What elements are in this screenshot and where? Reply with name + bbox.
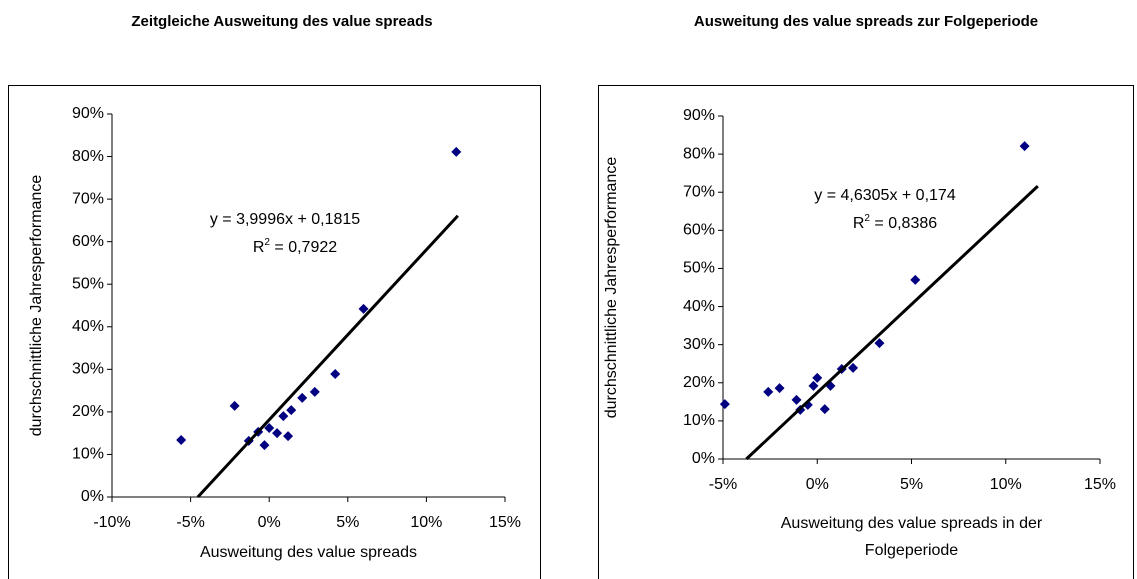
y-axis-label: durchschnittliche Jahresperformance [28,175,45,437]
y-tick-label: 0% [81,488,104,505]
chart-frame [598,85,1134,579]
marker [309,386,320,397]
y-tick-label: 40% [683,298,715,315]
y-tick-label: 70% [72,190,104,207]
y-tick-label: 50% [72,275,104,292]
marker [819,404,830,415]
y-tick-label: 40% [72,318,104,335]
x-tick-label: 15% [489,514,521,531]
marker [358,303,369,314]
marker [910,274,921,285]
marker [259,440,270,451]
x-tick-label: -5% [176,514,204,531]
x-tick-label: 5% [336,514,359,531]
marker [763,386,774,397]
marker [812,372,823,383]
marker [774,383,785,394]
y-tick-label: 90% [683,107,715,124]
marker [874,338,885,349]
marker [1019,141,1030,152]
x-tick-label: 10% [410,514,442,531]
marker [229,400,240,411]
y-tick-label: 60% [72,233,104,250]
trendline [745,185,1039,461]
x-tick-label: 0% [258,514,281,531]
marker [848,362,859,373]
x-axis-label: Ausweitung des value spreads [200,544,417,561]
y-tick-label: 10% [683,412,715,429]
x-axis-label: Ausweitung des value spreads in der [781,515,1043,532]
marker [808,380,819,391]
y-tick-label: 0% [692,450,715,467]
r-squared-symbol: R [853,215,865,232]
r-squared-value: = 0,8386 [870,215,937,232]
trendline-equation: y = 4,6305x + 0,174 [814,187,956,204]
marker [264,423,275,434]
x-tick-label: -10% [93,514,130,531]
y-tick-label: 30% [683,336,715,353]
x-tick-label: 0% [806,476,829,493]
chart-frame [8,85,541,579]
y-tick-label: 80% [72,148,104,165]
x-tick-label: -5% [709,476,737,493]
r-squared: R2 = 0,8386 [853,213,937,233]
chart-title: Zeitgleiche Ausweitung des value spreads [131,13,432,30]
x-tick-label: 5% [900,476,923,493]
chart-title: Ausweitung des value spreads zur Folgepe… [694,13,1038,30]
y-tick-label: 80% [683,145,715,162]
x-tick-label: 10% [990,476,1022,493]
trendline-equation: y = 3,9996x + 0,1815 [210,211,360,228]
y-tick-label: 30% [72,361,104,378]
marker [791,394,802,405]
x-axis-label: Folgeperiode [865,542,959,559]
marker [286,405,297,416]
y-tick-label: 10% [72,446,104,463]
trendline [196,214,459,499]
r-squared-sup: 2 [864,213,870,224]
y-axis-label: durchschnittliche Jahresperformance [603,157,620,419]
r-squared-sup: 2 [264,237,270,248]
r-squared: R2 = 0,7922 [253,237,337,257]
r-squared-value: = 0,7922 [270,239,337,256]
marker [451,146,462,157]
marker [297,392,308,403]
x-tick-label: 15% [1084,476,1116,493]
y-tick-label: 20% [683,374,715,391]
marker [719,399,730,410]
marker [330,369,341,380]
y-tick-label: 50% [683,260,715,277]
y-tick-label: 20% [72,403,104,420]
y-tick-label: 70% [683,183,715,200]
marker [283,431,294,442]
y-tick-label: 60% [683,222,715,239]
r-squared-symbol: R [253,239,265,256]
marker [176,434,187,445]
marker [278,411,289,422]
marker [272,428,283,439]
y-tick-label: 90% [72,105,104,122]
